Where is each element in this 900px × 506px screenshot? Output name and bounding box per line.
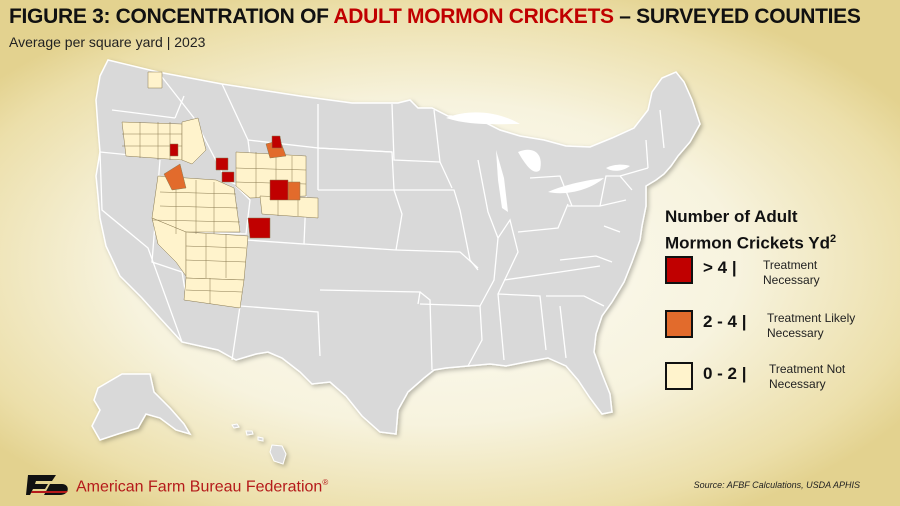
- county-line-16: [185, 289, 243, 293]
- source-note: Source: AFBF Calculations, USDA APHIS: [693, 480, 860, 490]
- title-suffix: – SURVEYED COUNTIES: [613, 5, 861, 28]
- legend-desc-medium-line1: Treatment Likely: [767, 311, 856, 325]
- county-low-9: [147, 71, 163, 89]
- legend-row-high: > 4 | Treatment Necessary: [665, 256, 895, 290]
- county-line-6: [159, 191, 237, 195]
- title-prefix: FIGURE 3: CONCENTRATION OF: [9, 5, 334, 28]
- legend-title: Number of Adult Mormon Crickets Yd2: [665, 205, 865, 255]
- page-title: FIGURE 3: CONCENTRATION OF ADULT MORMON …: [9, 5, 861, 29]
- legend-title-text: Number of Adult Mormon Crickets Yd: [665, 207, 831, 253]
- legend-title-superscript: 2: [830, 233, 837, 245]
- legend-desc-high: Treatment Necessary: [763, 258, 820, 288]
- county-high-3: [221, 171, 235, 183]
- county-high-4: [271, 135, 283, 149]
- afbf-logo: [26, 475, 68, 495]
- county-low-2: [181, 117, 207, 165]
- alaska-shape: [91, 373, 192, 441]
- legend-swatch-low: [665, 362, 693, 390]
- legend-swatch-medium: [665, 310, 693, 338]
- county-high-2: [215, 157, 229, 171]
- legend-range-high: > 4 |: [703, 258, 737, 277]
- county-low-4: [151, 217, 187, 277]
- title-highlight: ADULT MORMON CRICKETS: [333, 5, 614, 28]
- legend-desc-medium-line2: Necessary: [767, 326, 824, 340]
- legend-row-medium: 2 - 4 | Treatment Likely Necessary: [665, 310, 895, 344]
- legend-row-low: 0 - 2 | Treatment Not Necessary: [665, 362, 895, 396]
- legend-desc-high-line1: Treatment: [763, 258, 818, 272]
- county-medium-3: [287, 181, 301, 201]
- organization-name: American Farm Bureau Federation®: [76, 478, 328, 496]
- county-high-5: [269, 179, 289, 201]
- great-lakes: [446, 112, 630, 212]
- counties-high-density: [169, 135, 289, 239]
- county-medium-1: [163, 163, 187, 191]
- county-high-1: [169, 143, 179, 157]
- county-low-6: [183, 277, 245, 309]
- legend-desc-low-line1: Treatment Not: [769, 362, 846, 376]
- county-line-13: [185, 259, 247, 263]
- legend-desc-medium: Treatment Likely Necessary: [767, 311, 855, 341]
- county-line-7: [159, 205, 239, 209]
- page-subtitle: Average per square yard | 2023: [9, 34, 206, 50]
- hawaii-shape: [231, 423, 287, 465]
- legend-swatch-high: [665, 256, 693, 284]
- legend-range-medium: 2 - 4 |: [703, 312, 747, 331]
- registered-mark: ®: [322, 478, 329, 487]
- legend-range-low: 0 - 2 |: [703, 364, 747, 383]
- legend-desc-low: Treatment Not Necessary: [769, 362, 845, 392]
- legend-desc-high-line2: Necessary: [763, 273, 820, 287]
- county-high-6: [247, 217, 271, 239]
- legend-desc-low-line2: Necessary: [769, 377, 826, 391]
- county-line-18: [235, 167, 307, 171]
- county-low-5: [185, 231, 249, 281]
- organization-name-text: American Farm Bureau Federation: [76, 478, 323, 496]
- county-line-12: [185, 245, 247, 249]
